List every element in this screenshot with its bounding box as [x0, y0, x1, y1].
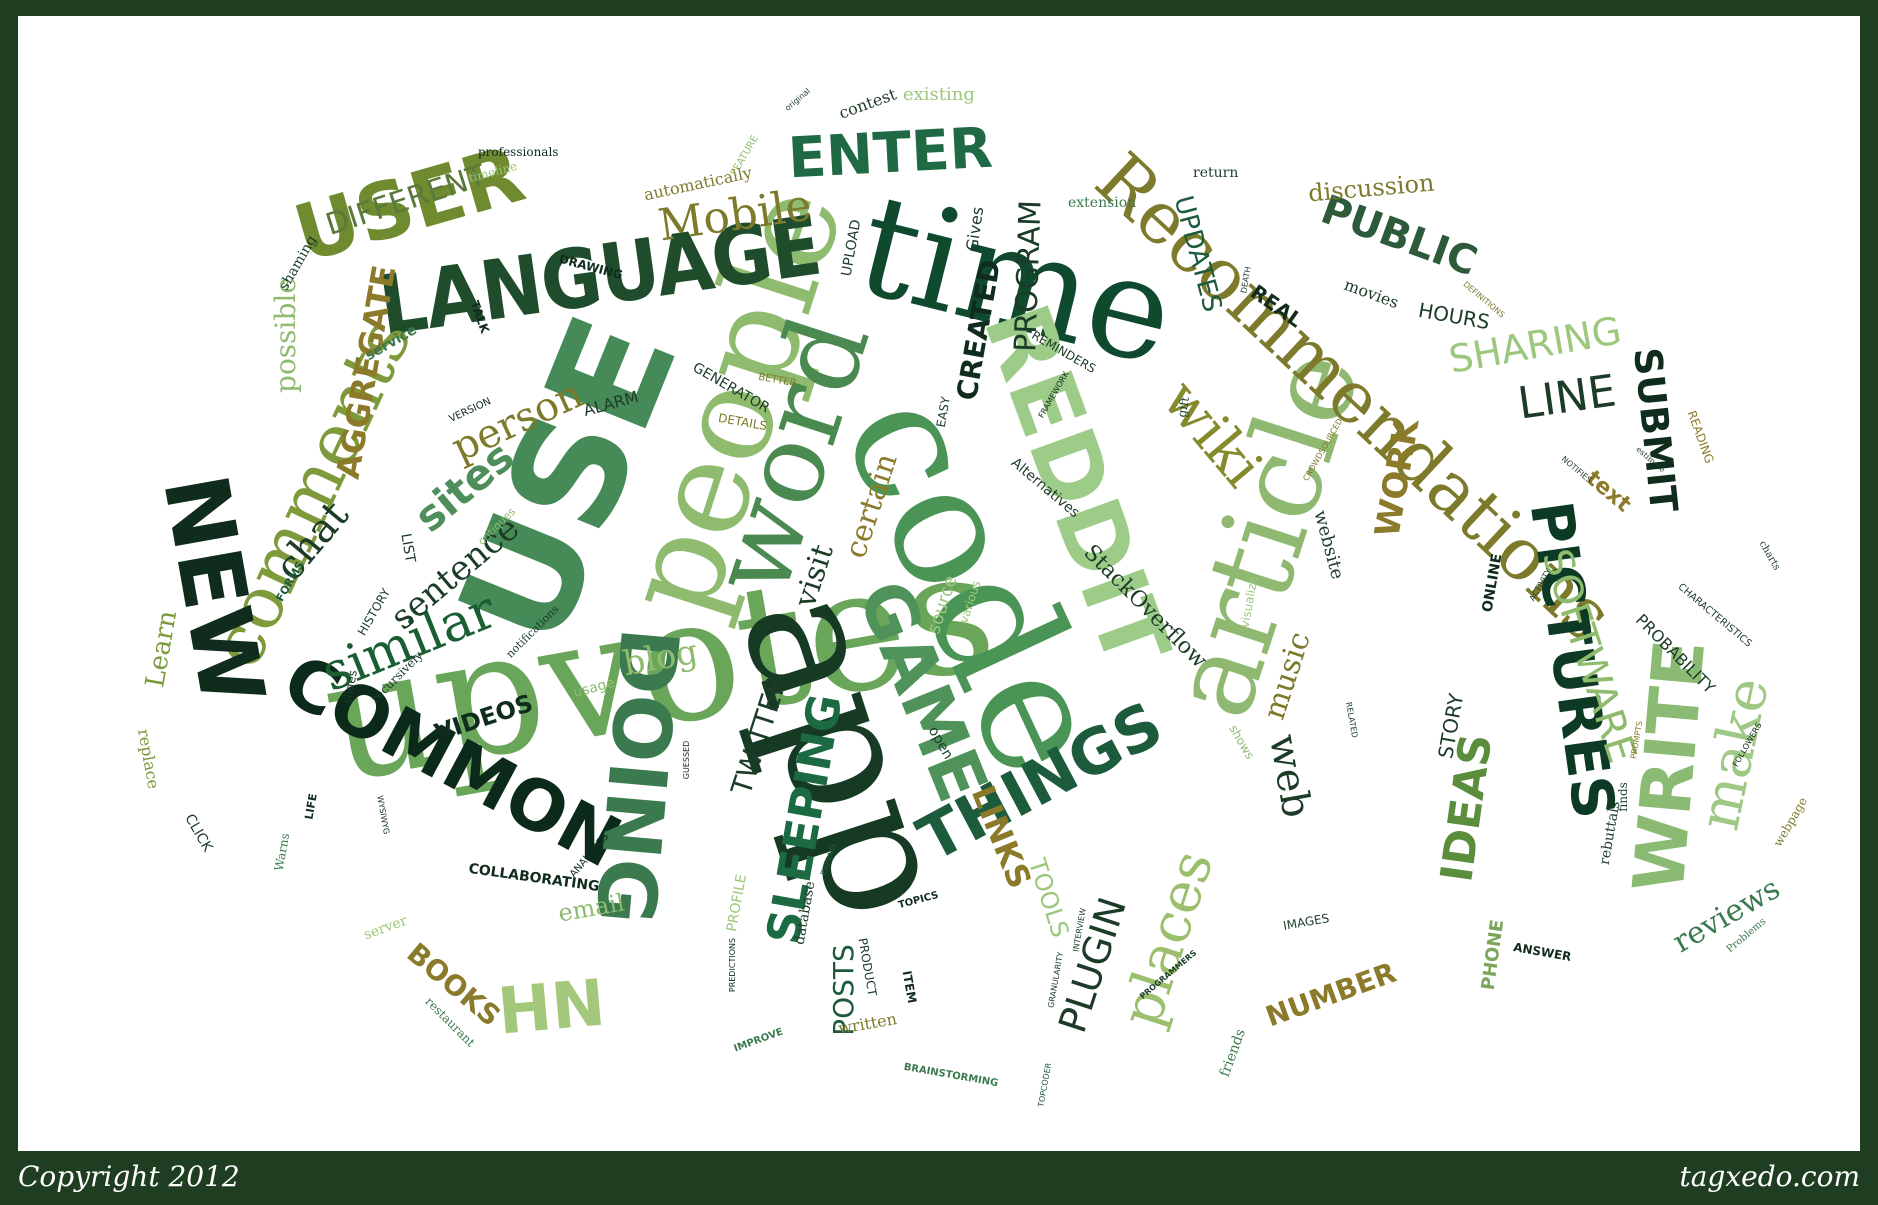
word-click: CLICK: [181, 811, 216, 855]
word-contest: contest: [836, 84, 899, 123]
word-tools: TOOLS: [1022, 855, 1075, 941]
word-discussion: discussion: [1307, 168, 1436, 208]
word-guessed: GUESSED: [682, 740, 692, 780]
word-enter: ENTER: [786, 115, 995, 192]
word-extension: extension: [1068, 195, 1137, 211]
word-characteristics: CHARACTERISTICS: [1675, 581, 1754, 650]
word-possible: possible: [268, 277, 302, 393]
word-cloud: upvotes code app people USE time word ar…: [18, 16, 1860, 1151]
word-life: LIFE: [302, 792, 320, 821]
word-answer: ANSWER: [1512, 940, 1573, 964]
word-number: NUMBER: [1261, 955, 1401, 1034]
word-submit: SUBMIT: [1625, 345, 1687, 515]
word-existing: existing: [903, 84, 975, 105]
word-friends: friends: [1216, 1026, 1249, 1080]
word-hn: HN: [494, 966, 609, 1050]
word-improve: IMPROVE: [732, 1026, 785, 1055]
word-warns: Warns: [271, 832, 293, 872]
word-return: return: [1193, 165, 1239, 181]
word-webpage: webpage: [1770, 794, 1811, 850]
word-finds: finds: [1615, 782, 1630, 812]
word-brainstorming: BRAINSTORMING: [902, 1061, 999, 1090]
word-web: web: [1259, 730, 1320, 822]
word-reading: READING: [1684, 408, 1717, 466]
word-shows: shows: [1226, 722, 1258, 762]
word-topcoder: TOPCODER: [1036, 1062, 1054, 1108]
footer-site: tagxedo.com: [1679, 1160, 1860, 1193]
word-images: IMAGES: [1282, 911, 1331, 933]
word-hours: HOURS: [1416, 297, 1492, 335]
word-learn: Learn: [140, 608, 184, 690]
word-notifies: NOTIFIES: [1559, 454, 1594, 485]
word-line: LINE: [1514, 365, 1620, 430]
word-list: LIST: [397, 532, 419, 564]
word-gift: gift: [1174, 395, 1193, 419]
word-profile: PROFILE: [724, 873, 750, 933]
word-phone: PHONE: [1477, 918, 1509, 992]
word-charts: charts: [1756, 539, 1783, 573]
word-professionals: professionals: [478, 145, 559, 159]
word-places: places: [1108, 843, 1227, 1035]
word-predictions: PREDICTIONS: [728, 937, 738, 993]
word-server: server: [361, 912, 410, 944]
word-program: PROGRAM: [1008, 199, 1049, 353]
word-item: ITEM: [899, 969, 920, 1005]
word-original: original: [783, 86, 812, 113]
word-related: RELATED: [1344, 701, 1360, 739]
word-replace: replace: [134, 727, 164, 791]
word-movies: movies: [1341, 274, 1402, 313]
footer-copyright: Copyright 2012: [18, 1160, 240, 1193]
